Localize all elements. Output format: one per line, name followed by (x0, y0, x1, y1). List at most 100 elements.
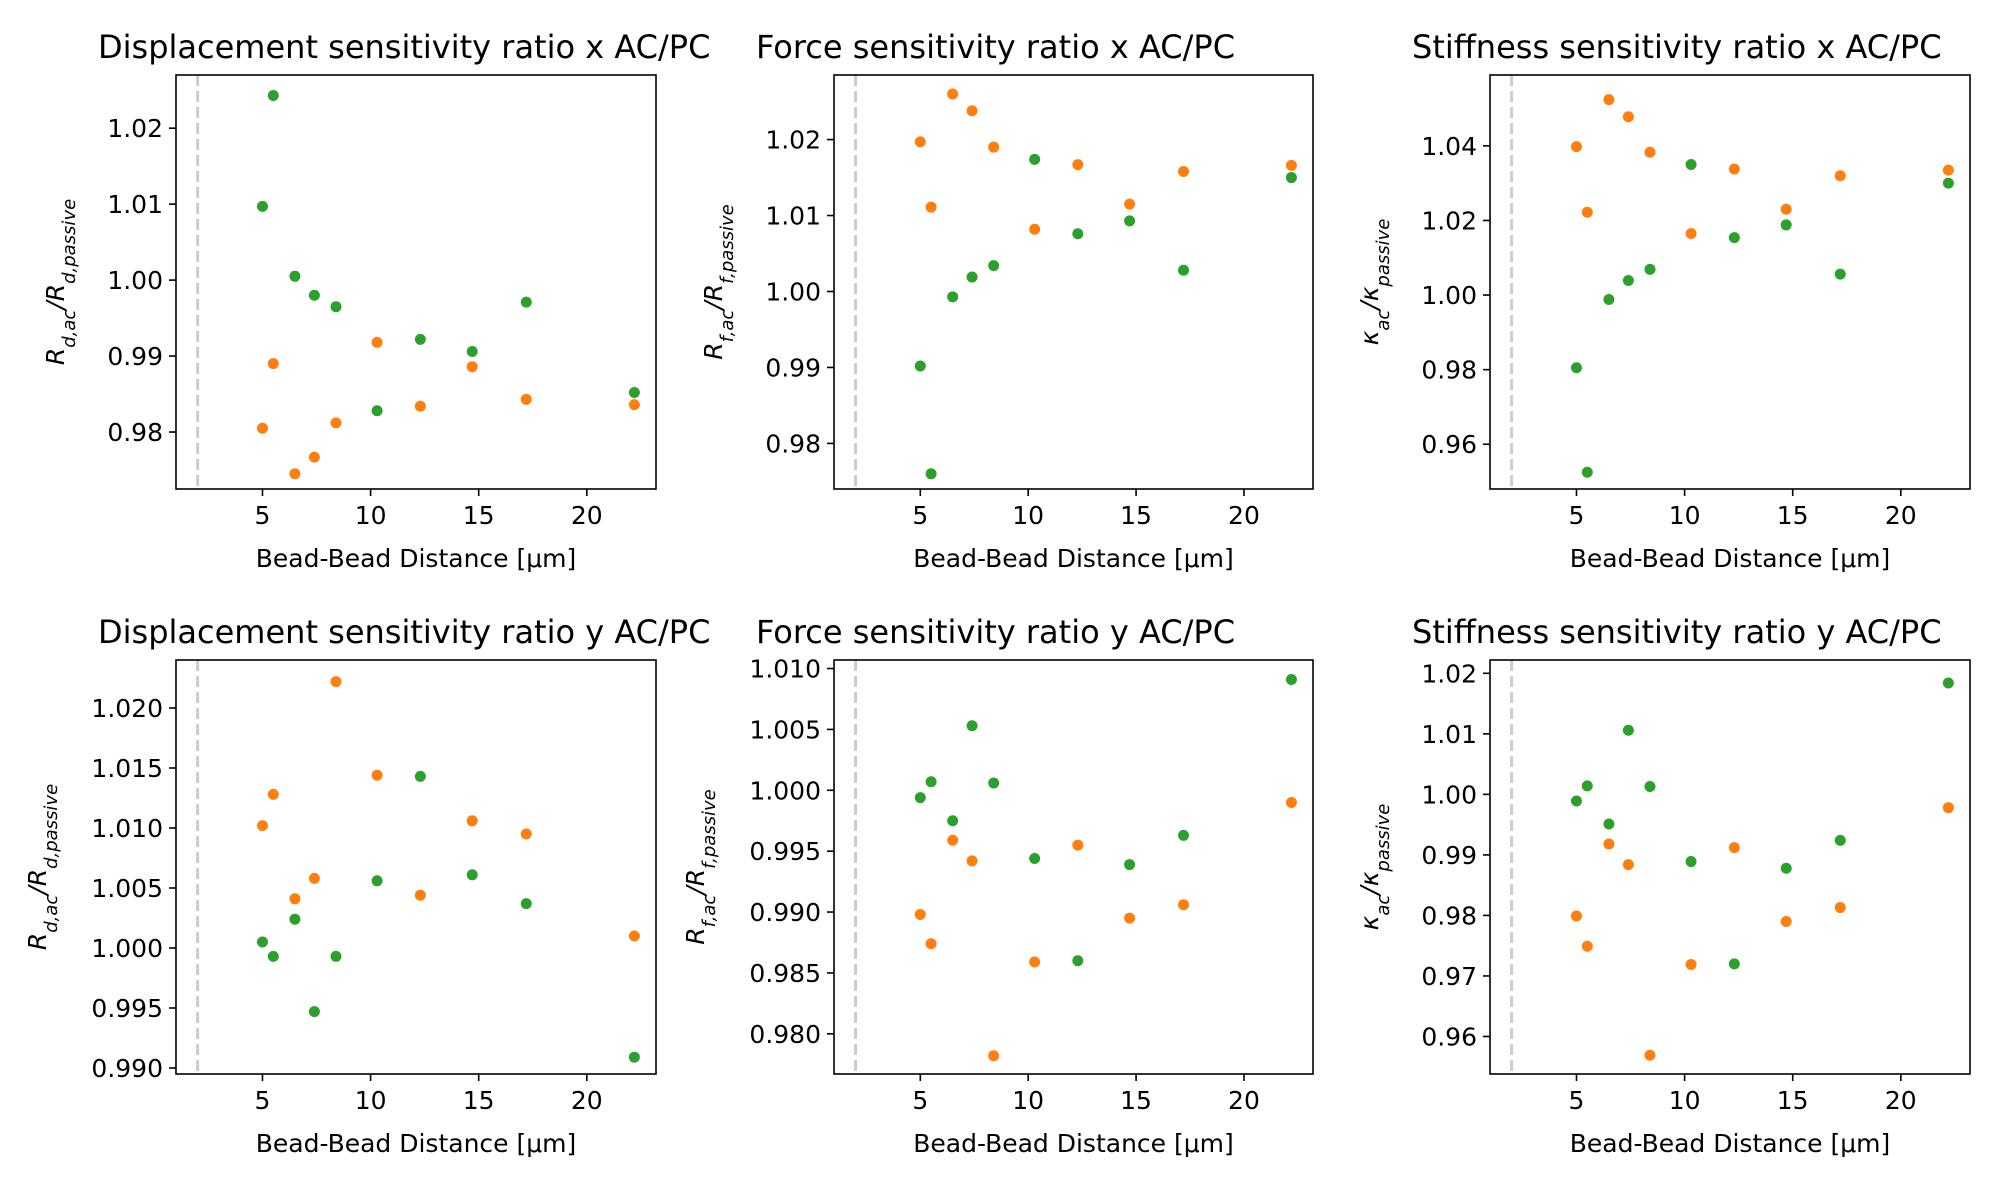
data-point-green (966, 271, 978, 283)
data-point-orange (1178, 899, 1190, 911)
y-tick-label: 0.990 (91, 1054, 163, 1083)
data-point-green (1780, 862, 1792, 874)
y-tick-label: 1.02 (1421, 206, 1477, 235)
data-point-green (256, 200, 268, 212)
data-point-orange (1072, 839, 1084, 851)
data-point-green (988, 777, 1000, 789)
y-tick-label: 1.020 (91, 694, 163, 723)
data-point-green (1685, 856, 1697, 868)
data-point-green (1072, 955, 1084, 967)
data-point-orange (1603, 838, 1615, 850)
data-point-green (267, 90, 279, 102)
y-axis-label: Rf,ac/Rf,passive (681, 789, 720, 945)
y-tick-label: 0.96 (1421, 430, 1477, 459)
data-point-green (1178, 829, 1190, 841)
data-point-orange (1178, 165, 1190, 177)
data-point-green (1570, 795, 1582, 807)
data-point-green (1622, 724, 1634, 736)
data-point-green (1644, 263, 1656, 275)
y-tick-label: 1.005 (749, 715, 821, 744)
chart-title: Force sensitivity ratio x AC/PC (756, 28, 1235, 66)
x-axis-label: Bead-Bead Distance [μm] (1570, 1129, 1891, 1158)
data-point-orange (256, 820, 268, 832)
y-tick-label: 1.02 (765, 126, 821, 155)
data-point-green (256, 936, 268, 948)
y-axis-label: Rd,ac/Rd,passive (41, 199, 80, 365)
y-axis-label: Rd,ac/Rd,passive (23, 784, 62, 950)
data-point-orange (289, 893, 301, 905)
data-point-orange (947, 88, 959, 100)
data-point-green (1124, 859, 1136, 871)
data-point-green (1728, 232, 1740, 244)
y-tick-label: 1.02 (1421, 659, 1477, 688)
data-point-orange (520, 393, 532, 405)
plot-frame (175, 74, 657, 490)
data-point-orange (1603, 94, 1615, 106)
data-point-green (914, 792, 926, 804)
data-point-green (466, 346, 478, 358)
data-point-green (914, 360, 926, 372)
data-point-green (925, 776, 937, 788)
data-point-green (1581, 466, 1593, 478)
data-point-green (414, 333, 426, 345)
data-point-green (308, 1006, 320, 1018)
data-point-orange (308, 451, 320, 463)
data-point-green (628, 1051, 640, 1063)
data-point-green (1644, 781, 1656, 792)
x-tick-label: 5 (912, 1086, 928, 1115)
data-point-orange (966, 105, 978, 117)
data-point-orange (1029, 223, 1041, 235)
data-point-green (371, 875, 383, 887)
x-tick-label: 10 (1669, 501, 1701, 530)
y-tick-label: 0.980 (749, 1020, 821, 1049)
data-point-orange (267, 358, 279, 370)
data-point-orange (1622, 111, 1634, 123)
x-tick-label: 10 (355, 1086, 387, 1115)
data-point-orange (1072, 159, 1084, 171)
x-axis-label: Bead-Bead Distance [μm] (913, 544, 1234, 573)
data-point-orange (966, 855, 978, 867)
data-point-green (1570, 362, 1582, 374)
data-point-green (1603, 818, 1615, 830)
y-tick-label: 0.995 (749, 837, 821, 866)
y-axis-label: κac/κpassive (1355, 804, 1394, 931)
data-point-green (628, 387, 640, 399)
chart-panel-2: 5 10 15 20 0.98 0.99 1.00 1.01 1.02 Force sensiti… (699, 28, 1314, 573)
data-point-green (1581, 780, 1593, 792)
data-point-orange (289, 468, 301, 480)
data-point-orange (1780, 915, 1792, 927)
y-tick-label: 1.000 (749, 776, 821, 805)
y-tick-label: 0.96 (1421, 1022, 1477, 1051)
data-point-green (1178, 264, 1190, 276)
data-point-green (1029, 153, 1041, 165)
data-point-orange (371, 336, 383, 348)
chart-panel-5: 5 10 15 20 0.980 0.985 0.990 0.995 1.000 1.005 1.0… (681, 613, 1314, 1158)
data-point-orange (267, 788, 279, 800)
x-tick-label: 15 (463, 501, 495, 530)
x-tick-label: 15 (463, 1086, 495, 1115)
data-point-orange (914, 908, 926, 920)
data-point-green (1285, 673, 1297, 685)
y-tick-label: 1.01 (1421, 720, 1477, 749)
data-point-orange (1942, 802, 1954, 814)
plot-frame (1489, 74, 1971, 490)
data-point-green (1124, 215, 1136, 227)
x-axis-label: Bead-Bead Distance [μm] (913, 1129, 1234, 1158)
chart-title: Stiffness sensitivity ratio x AC/PC (1412, 28, 1942, 66)
data-point-green (289, 913, 301, 925)
chart-title: Displacement sensitivity ratio x AC/PC (98, 28, 710, 66)
x-tick-label: 15 (1777, 501, 1809, 530)
y-tick-label: 0.98 (1421, 356, 1477, 385)
chart-title: Stiffness sensitivity ratio y AC/PC (1412, 613, 1942, 651)
y-axis-label: κac/κpassive (1355, 219, 1394, 346)
data-point-green (1029, 852, 1041, 864)
y-tick-label: 1.01 (107, 190, 163, 219)
y-tick-label: 1.01 (765, 202, 821, 231)
data-point-orange (1622, 859, 1634, 871)
y-tick-label: 1.010 (91, 814, 163, 843)
x-tick-label: 10 (1012, 1086, 1044, 1115)
data-point-green (966, 720, 978, 732)
data-point-green (308, 289, 320, 301)
